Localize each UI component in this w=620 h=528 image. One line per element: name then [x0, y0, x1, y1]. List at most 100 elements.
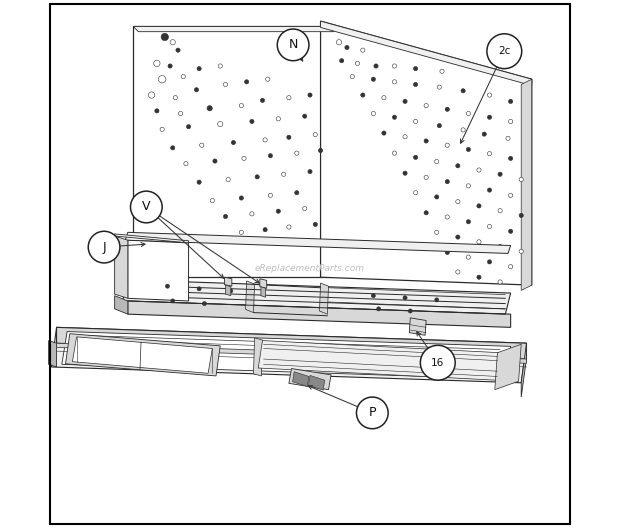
Polygon shape [226, 285, 231, 296]
Polygon shape [293, 372, 309, 386]
Circle shape [477, 168, 481, 172]
Circle shape [445, 215, 450, 219]
Text: J: J [102, 241, 106, 253]
Circle shape [445, 250, 450, 254]
Circle shape [361, 48, 365, 52]
Circle shape [498, 172, 502, 176]
Circle shape [392, 151, 397, 155]
Polygon shape [254, 338, 262, 376]
Polygon shape [133, 26, 329, 277]
Circle shape [194, 88, 198, 92]
Circle shape [250, 119, 254, 124]
Circle shape [160, 127, 164, 131]
Circle shape [498, 209, 502, 213]
Circle shape [210, 199, 215, 203]
Circle shape [319, 148, 322, 153]
Text: 16: 16 [431, 358, 445, 367]
Circle shape [239, 103, 244, 108]
Circle shape [303, 206, 307, 211]
Circle shape [218, 64, 223, 68]
Polygon shape [495, 344, 521, 390]
Circle shape [371, 111, 376, 116]
Polygon shape [321, 21, 532, 285]
Polygon shape [133, 26, 334, 32]
Circle shape [374, 64, 378, 68]
Polygon shape [521, 343, 526, 397]
Polygon shape [115, 296, 128, 314]
Circle shape [414, 191, 418, 195]
Circle shape [392, 115, 397, 119]
Polygon shape [308, 375, 325, 390]
Circle shape [197, 180, 202, 184]
Circle shape [187, 125, 191, 129]
Circle shape [355, 61, 360, 65]
Polygon shape [319, 283, 329, 314]
Polygon shape [128, 301, 511, 327]
Circle shape [308, 93, 312, 97]
Polygon shape [128, 240, 188, 301]
Circle shape [223, 82, 228, 87]
Circle shape [445, 107, 450, 111]
Circle shape [508, 193, 513, 197]
Polygon shape [115, 236, 128, 298]
Circle shape [130, 191, 162, 223]
Circle shape [170, 146, 175, 150]
Polygon shape [115, 234, 188, 243]
Circle shape [435, 195, 439, 199]
Circle shape [519, 249, 523, 253]
Circle shape [508, 119, 513, 124]
Circle shape [382, 96, 386, 100]
Circle shape [337, 40, 342, 45]
Circle shape [371, 294, 376, 298]
Circle shape [268, 193, 273, 197]
Circle shape [487, 152, 492, 156]
Circle shape [287, 96, 291, 100]
Circle shape [435, 230, 439, 234]
Circle shape [445, 143, 450, 147]
Circle shape [477, 275, 481, 279]
Circle shape [229, 289, 233, 293]
Circle shape [461, 89, 465, 93]
Text: P: P [368, 407, 376, 419]
Circle shape [371, 77, 376, 81]
Circle shape [255, 175, 259, 179]
Circle shape [487, 93, 492, 97]
Circle shape [276, 209, 280, 213]
Circle shape [403, 296, 407, 300]
Circle shape [176, 48, 180, 52]
Circle shape [487, 34, 521, 69]
Circle shape [487, 260, 492, 264]
Polygon shape [321, 21, 532, 86]
Circle shape [170, 40, 175, 45]
Circle shape [303, 114, 307, 118]
Circle shape [166, 284, 169, 288]
Polygon shape [62, 332, 511, 379]
Circle shape [508, 265, 513, 269]
Circle shape [414, 119, 418, 124]
Polygon shape [409, 318, 426, 335]
Circle shape [519, 213, 523, 218]
Circle shape [506, 136, 510, 140]
Circle shape [263, 228, 267, 232]
Circle shape [345, 45, 349, 50]
Polygon shape [259, 341, 500, 380]
Circle shape [424, 139, 428, 143]
Polygon shape [66, 334, 220, 376]
Circle shape [155, 109, 159, 113]
Circle shape [260, 98, 265, 102]
Circle shape [403, 135, 407, 139]
Circle shape [361, 93, 365, 97]
Circle shape [519, 177, 523, 182]
Text: eReplacementParts.com: eReplacementParts.com [255, 263, 365, 273]
Circle shape [170, 299, 175, 303]
Circle shape [435, 159, 439, 164]
Text: 2c: 2c [498, 46, 510, 56]
Circle shape [435, 298, 439, 302]
Circle shape [445, 180, 450, 184]
Circle shape [308, 169, 312, 174]
Circle shape [161, 33, 169, 41]
Polygon shape [125, 232, 511, 253]
Circle shape [213, 159, 217, 163]
Polygon shape [56, 327, 526, 359]
Circle shape [456, 164, 460, 168]
